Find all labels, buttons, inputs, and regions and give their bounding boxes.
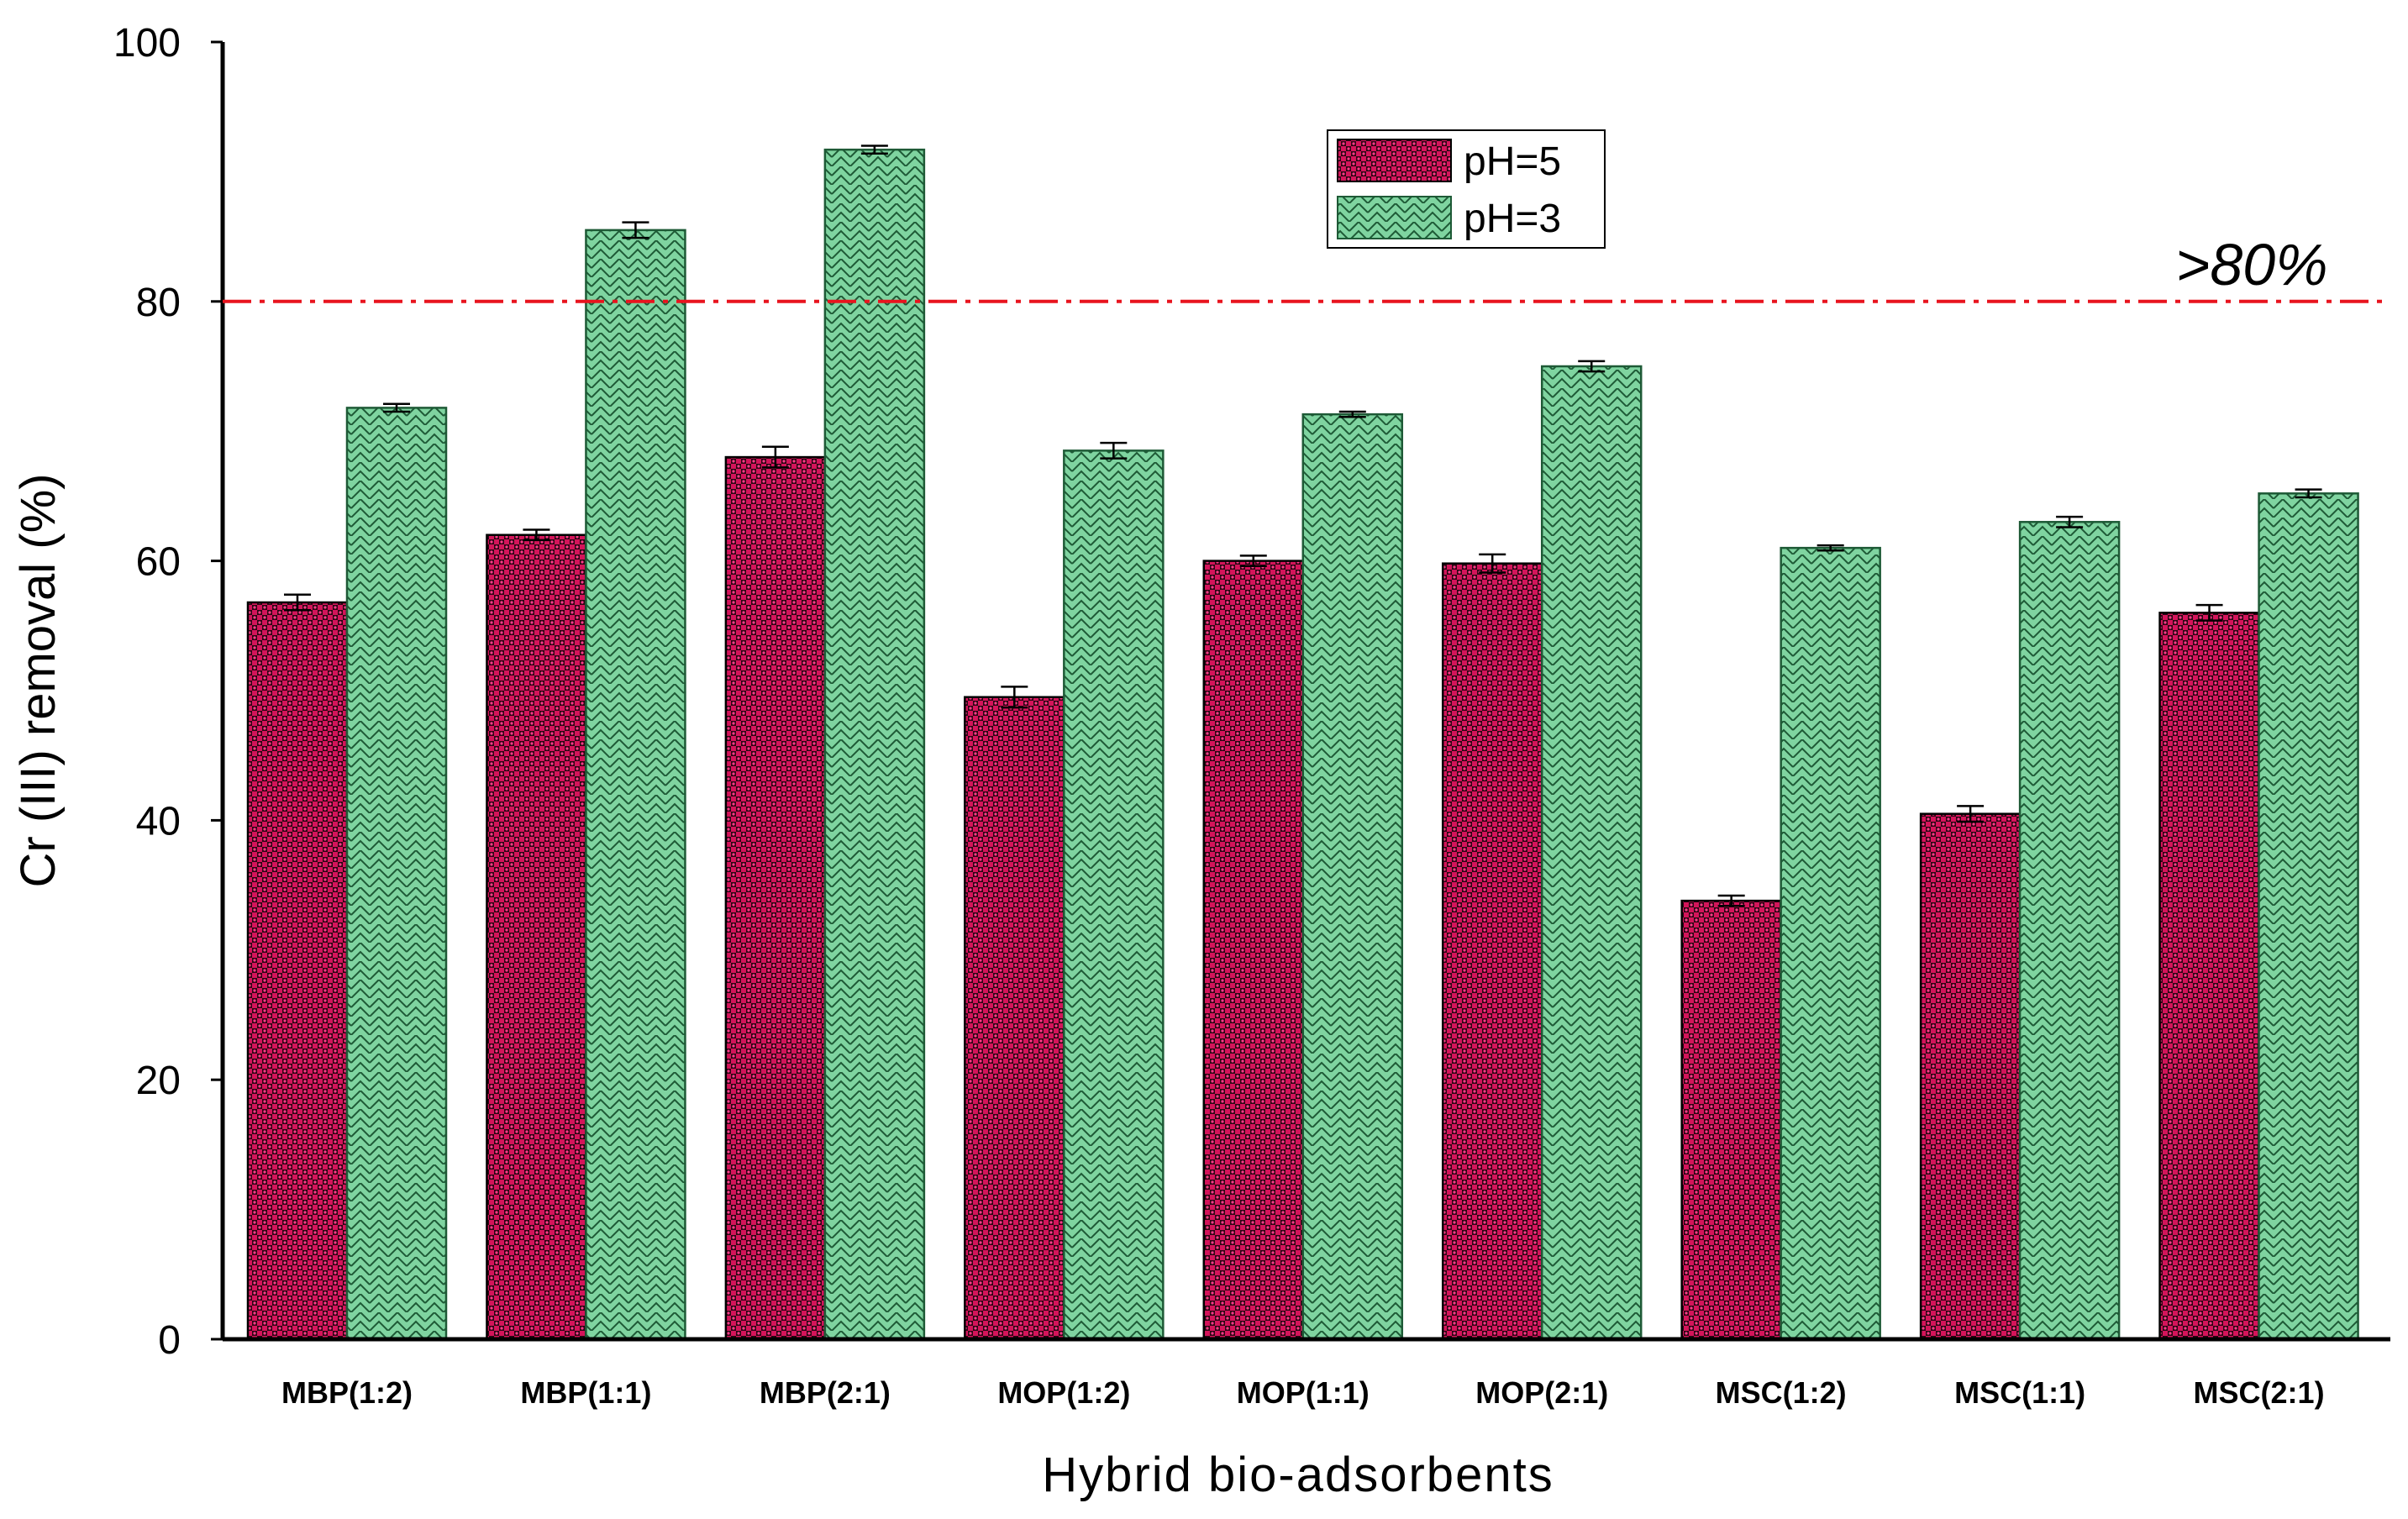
bar-pH3-4 <box>1301 413 1404 1341</box>
bar-pH5-6 <box>1680 899 1782 1341</box>
y-tick-label: 100 <box>113 21 181 66</box>
error-bar-pH3-0 <box>383 402 410 413</box>
y-tick-label: 40 <box>136 799 181 844</box>
bar-pH5-7 <box>1919 812 2022 1341</box>
bar-pH5-3 <box>964 696 1065 1341</box>
error-bar-pH5-8 <box>2195 603 2223 622</box>
x-tick-label: MBP(1:1) <box>520 1375 651 1410</box>
x-tick-label: MOP(1:2) <box>997 1375 1130 1410</box>
legend: pH=5 pH=3 <box>1327 129 1606 249</box>
x-tick-label: MSC(1:2) <box>1716 1375 1847 1410</box>
y-tick-label: 20 <box>136 1059 181 1103</box>
y-tick-label: 60 <box>136 540 181 585</box>
y-tick-label: 80 <box>136 281 181 325</box>
error-bar-pH5-5 <box>1479 553 1506 574</box>
error-bar-pH5-3 <box>1001 686 1028 709</box>
bar-pH5-0 <box>246 601 349 1341</box>
bar-pH5-1 <box>486 533 587 1341</box>
x-axis-title: Hybrid bio-adsorbents <box>1042 1448 1554 1502</box>
legend-swatch-ph5 <box>1337 139 1452 182</box>
bar-pH3-7 <box>2018 521 2121 1341</box>
bars <box>246 148 2359 1341</box>
legend-label-ph5: pH=5 <box>1464 139 1561 184</box>
x-tick-label: MOP(2:1) <box>1475 1375 1608 1410</box>
bar-pH3-3 <box>1063 449 1165 1341</box>
error-bar-pH3-8 <box>2295 488 2322 499</box>
x-tick-label: MSC(1:1) <box>1954 1375 2085 1410</box>
x-tick-label: MBP(2:1) <box>760 1375 891 1410</box>
y-tick-label: 0 <box>158 1318 181 1363</box>
x-tick-label: MBP(1:2) <box>281 1375 413 1410</box>
error-bar-pH3-1 <box>622 221 649 239</box>
error-bar-pH5-0 <box>284 593 311 612</box>
bar-pH3-2 <box>823 148 926 1341</box>
error-bar-pH3-3 <box>1100 441 1128 460</box>
bar-pH5-4 <box>1202 560 1305 1341</box>
bar-pH3-1 <box>585 229 686 1341</box>
legend-label-ph3: pH=3 <box>1464 197 1561 241</box>
bar-pH5-8 <box>2158 612 2260 1341</box>
bar-pH3-0 <box>345 407 448 1341</box>
bar-pH5-5 <box>1441 562 1543 1341</box>
error-bars <box>284 145 2322 907</box>
error-bar-pH3-6 <box>1817 544 1844 552</box>
error-bar-pH3-7 <box>2056 515 2084 528</box>
reference-line-label: >80% <box>2176 232 2328 297</box>
y-axis-title: Cr (III) removal (%) <box>11 474 66 888</box>
error-bar-pH5-7 <box>1957 805 1985 823</box>
axes <box>211 40 2390 1342</box>
error-bar-pH3-4 <box>1338 410 1366 418</box>
error-bar-pH5-1 <box>523 528 550 542</box>
error-bar-pH5-6 <box>1717 894 1745 907</box>
error-bar-pH3-2 <box>860 145 888 155</box>
bar-pH5-2 <box>724 455 827 1341</box>
bar-pH3-8 <box>2258 492 2359 1341</box>
bar-pH3-6 <box>1780 546 1881 1341</box>
legend-swatch-ph3 <box>1337 196 1452 239</box>
x-tick-label: MSC(2:1) <box>2194 1375 2325 1410</box>
error-bar-pH5-2 <box>761 445 789 469</box>
error-bar-pH3-5 <box>1578 360 1606 373</box>
error-bar-pH5-4 <box>1239 555 1267 568</box>
bar-pH3-5 <box>1540 365 1643 1341</box>
x-tick-label: MOP(1:1) <box>1237 1375 1370 1410</box>
